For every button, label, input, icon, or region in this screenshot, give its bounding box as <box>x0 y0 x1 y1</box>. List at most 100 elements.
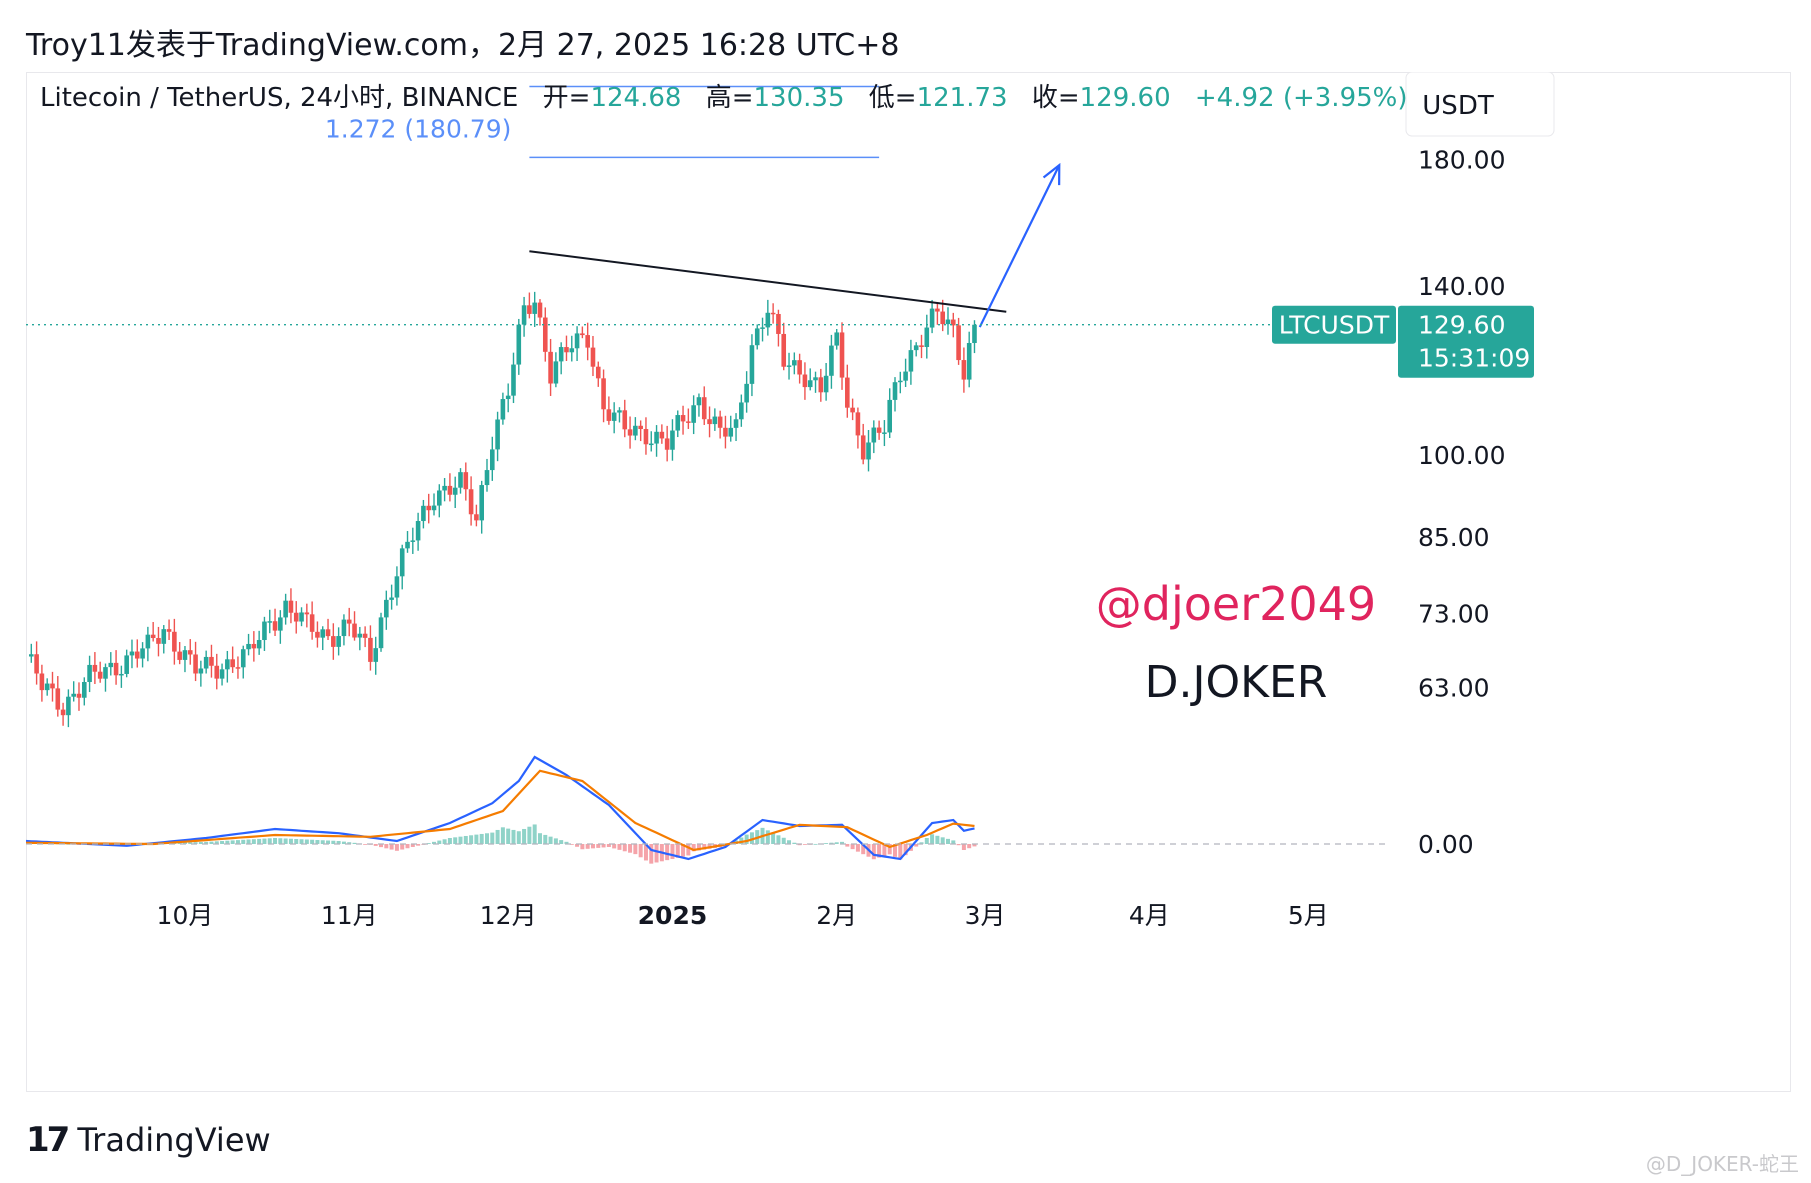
candle-body <box>214 665 220 679</box>
macd-histogram-bar <box>617 844 622 850</box>
candles <box>28 291 977 728</box>
candle-body <box>320 629 326 638</box>
macd-histogram-bar <box>654 844 659 863</box>
macd-histogram-bar <box>347 842 352 844</box>
candle-body <box>564 347 569 353</box>
candle-body <box>251 643 257 649</box>
macd-histogram-bar <box>622 844 627 852</box>
candle-body <box>548 351 553 384</box>
candle-body <box>384 599 389 618</box>
candle-body <box>754 328 760 346</box>
candle-body <box>903 371 908 381</box>
macd-histogram-bar <box>341 841 346 844</box>
macd-histogram-bar <box>776 835 781 844</box>
candle-body <box>675 415 681 431</box>
candle-body <box>325 629 331 637</box>
macd-histogram-bar <box>204 841 209 844</box>
candle-body <box>786 365 792 367</box>
candle-body <box>686 421 691 423</box>
candle-body <box>187 650 193 655</box>
candle-body <box>505 395 511 400</box>
tradingview-logo-icon: 17 <box>26 1120 70 1160</box>
price-tag <box>1398 305 1534 378</box>
candle-body <box>569 348 575 353</box>
macd-histogram-bar <box>537 833 542 844</box>
currency-button[interactable] <box>1405 72 1555 137</box>
brand-name: D.JOKER <box>1145 657 1328 708</box>
macd-histogram-bar <box>432 841 437 844</box>
candle-body <box>574 333 580 349</box>
candle-body <box>887 399 893 433</box>
candle-body <box>654 431 659 444</box>
candle-body <box>839 332 845 378</box>
candle-body <box>283 600 288 618</box>
macd-histogram-bar <box>914 844 919 847</box>
macd-histogram-bar <box>903 844 908 856</box>
open-label: 开 <box>543 83 569 113</box>
macd-histogram-bar <box>225 840 230 844</box>
candle-body <box>495 419 500 450</box>
candle-body <box>908 350 914 372</box>
candle-body <box>723 427 728 437</box>
candle-body <box>34 654 39 674</box>
candle-body <box>585 335 590 348</box>
macd-histogram-bar <box>967 844 972 849</box>
candle-body <box>389 597 394 600</box>
candle-body <box>108 662 114 668</box>
macd-histogram-bar <box>410 844 415 847</box>
candle-body <box>463 472 469 490</box>
macd-histogram-bar <box>182 842 187 844</box>
candle-body <box>813 377 818 381</box>
candle-body <box>209 656 214 666</box>
macd-histogram-bar <box>500 827 505 844</box>
candle-body <box>633 425 638 436</box>
candle-body <box>341 619 347 637</box>
macd-histogram-bar <box>447 838 452 844</box>
macd-zero-label: 0.00 <box>1418 830 1474 859</box>
candle-body <box>373 648 379 662</box>
ltc-chart[interactable]: 1.618 (208.15)1.272 (180.79) Litecoin / … <box>26 72 1791 1092</box>
candle-body <box>659 431 665 439</box>
candle-body <box>590 347 596 367</box>
candle-body <box>166 629 172 632</box>
candle-body <box>150 634 156 639</box>
candle-body <box>532 302 537 314</box>
candle-body <box>87 664 92 682</box>
candle-body <box>516 324 522 365</box>
candle-body <box>866 442 871 460</box>
candle-body <box>113 662 119 676</box>
macd-histogram-bar <box>246 839 251 844</box>
candle-body <box>182 650 188 660</box>
macd-histogram-bar <box>749 832 754 844</box>
candle-body <box>156 638 161 644</box>
candle-body <box>256 640 262 649</box>
macd-histogram-bar <box>442 839 447 844</box>
macd-histogram-bar <box>675 844 680 858</box>
chart-frame <box>26 72 1791 1092</box>
candle-body <box>691 405 696 423</box>
macd-histogram-bar <box>278 838 283 844</box>
candle-body <box>919 345 924 348</box>
candle-body <box>606 409 612 421</box>
time-tick-label: 2月 <box>816 901 857 930</box>
macd-histogram-bar <box>935 835 940 844</box>
candle-body <box>405 541 410 549</box>
close-value: 129.60 <box>1080 83 1171 113</box>
drawing-overlays: 1.618 (208.15)1.272 (180.79) <box>325 72 1061 328</box>
candle-body <box>103 667 108 679</box>
macd-histogram-bar <box>522 828 527 844</box>
candle-body <box>235 667 241 669</box>
candle-body <box>489 449 495 471</box>
tradingview-logo[interactable]: 17 TradingView <box>26 1120 271 1160</box>
macd-histogram-bar <box>771 832 776 844</box>
macd-histogram-bar <box>484 833 489 844</box>
macd-histogram-bar <box>882 844 887 856</box>
macd-histogram-bar <box>893 844 898 857</box>
candle-body <box>76 693 82 698</box>
macd-histogram-bar <box>543 834 548 844</box>
price-tick-label: 85.00 <box>1418 523 1490 552</box>
time-tick-label: 2025 <box>638 901 708 930</box>
macd-histogram-bar <box>198 842 203 844</box>
candle-body <box>352 623 357 638</box>
macd-histogram-bar <box>389 844 394 850</box>
